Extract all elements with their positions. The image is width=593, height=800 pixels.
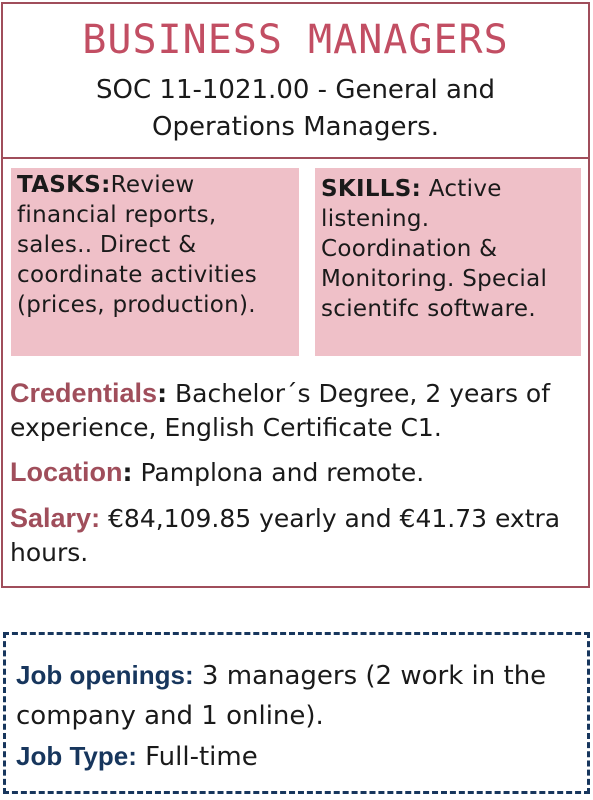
job-type-label: Job Type: (16, 741, 137, 771)
card-header: BUSINESS MANAGERS SOC 11-1021.00 - Gener… (3, 4, 588, 159)
skills-box: SKILLS: Active listening. Coordination &… (315, 168, 581, 356)
location-label: Location (10, 457, 123, 487)
salary-text: €84,109.85 yearly and €41.73 extra hours… (10, 504, 561, 567)
job-type-text: Full-time (136, 742, 258, 772)
salary-label: Salary: (10, 503, 101, 533)
job-openings-text: 3 managers (2 work in the company and 1 … (16, 661, 547, 731)
occupation-code: SOC 11-1021.00 - General and Operations … (96, 75, 495, 142)
tasks-text: Review financial reports, sales.. Direct… (17, 172, 257, 318)
location-row: Location: Pamplona and remote. (10, 455, 587, 490)
job-openings-label: Job openings: (16, 660, 194, 690)
page-title: BUSINESS MANAGERS (82, 17, 509, 63)
location-colon: : (122, 458, 133, 487)
tasks-box: TASKS:Review financial reports, sales.. … (11, 168, 299, 356)
location-text: Pamplona and remote. (132, 458, 425, 487)
job-type-row: Job Type: Full-time (16, 736, 577, 777)
credentials-row: Credentials: Bachelor´s Degree, 2 years … (10, 376, 587, 445)
salary-row: Salary: €84,109.85 yearly and €41.73 ext… (10, 501, 587, 570)
skills-text: Active listening. Coordination & Monitor… (321, 176, 548, 322)
credentials-label: Credentials (10, 378, 158, 408)
job-openings-row: Job openings: 3 managers (2 work in the … (16, 655, 577, 736)
credentials-text: Bachelor´s Degree, 2 years of experience… (10, 379, 551, 442)
tasks-label: TASKS: (17, 172, 111, 198)
skills-label: SKILLS: (321, 176, 422, 202)
credentials-colon: : (157, 379, 168, 408)
job-details-box: Job openings: 3 managers (2 work in the … (3, 632, 590, 794)
